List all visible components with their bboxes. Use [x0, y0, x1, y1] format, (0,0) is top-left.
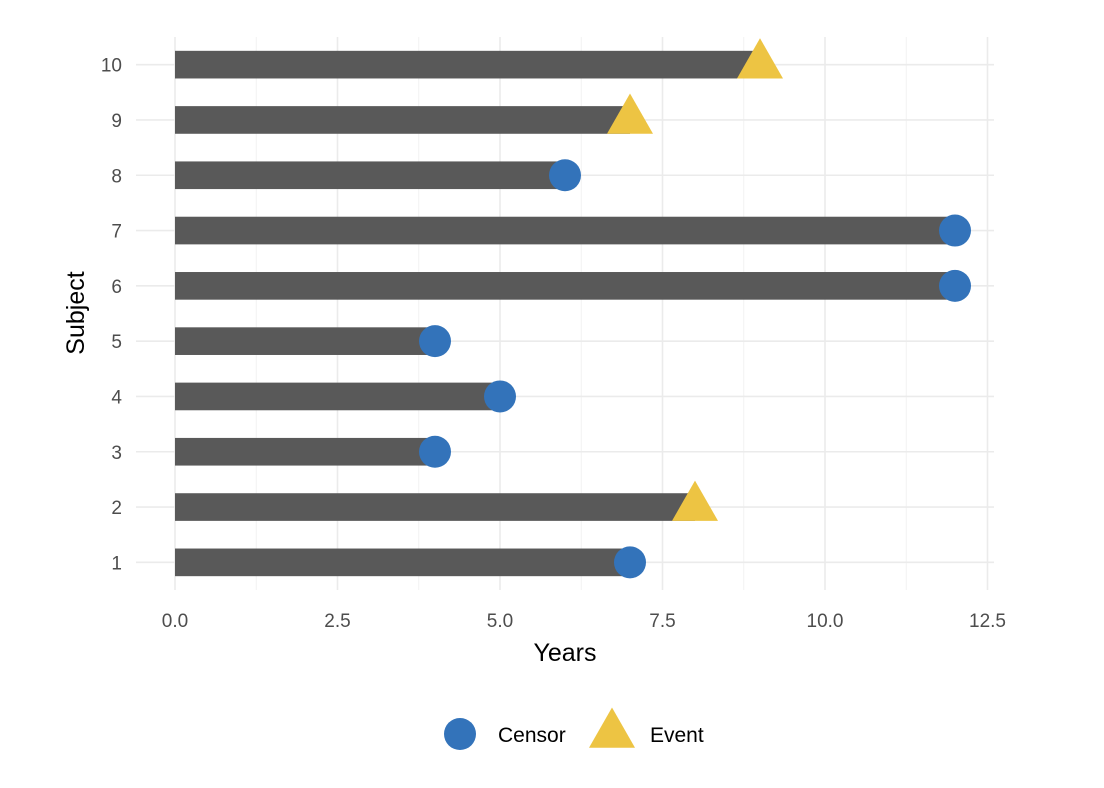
legend-censor-icon [444, 718, 476, 750]
marker-event-subject-10 [737, 38, 783, 79]
marker-censor-subject-6 [939, 269, 971, 302]
marker-censor-subject-3 [419, 435, 451, 468]
bar-subject-3 [175, 437, 435, 466]
marker-event-subject-9 [607, 93, 653, 134]
x-tick-label: 7.5 [649, 611, 675, 632]
x-tick-label: 0.0 [162, 611, 188, 632]
y-tick-label: 7 [111, 222, 122, 243]
y-axis-title: Subject [62, 271, 90, 354]
y-tick-labels: 1 2 3 4 5 6 7 8 9 10 [101, 56, 123, 575]
bars [175, 50, 955, 577]
legend-event-icon [589, 707, 635, 748]
y-tick-label: 4 [111, 387, 122, 408]
legend-event-label: Event [650, 724, 704, 747]
y-tick-label: 10 [101, 56, 122, 77]
legend: Censor Event [444, 707, 704, 750]
marker-censor-subject-1 [614, 546, 646, 579]
y-tick-label: 6 [111, 277, 122, 298]
x-tick-label: 5.0 [487, 611, 513, 632]
marker-censor-subject-8 [549, 159, 581, 192]
x-tick-label: 2.5 [324, 611, 350, 632]
y-tick-label: 1 [111, 553, 122, 574]
legend-censor-label: Censor [498, 724, 566, 747]
bar-subject-7 [175, 216, 955, 245]
bar-subject-9 [175, 106, 630, 134]
y-tick-label: 5 [111, 332, 122, 353]
bar-subject-8 [175, 161, 565, 190]
x-axis-title: Years [533, 639, 596, 667]
marker-censor-subject-4 [484, 380, 516, 413]
bar-subject-10 [175, 50, 760, 79]
markers [419, 38, 971, 579]
x-tick-labels: 0.0 2.5 5.0 7.5 10.0 12.5 [162, 611, 1006, 632]
marker-censor-subject-5 [419, 325, 451, 358]
bar-subject-4 [175, 382, 500, 411]
bar-subject-1 [175, 548, 630, 577]
y-tick-label: 9 [111, 111, 122, 132]
bar-subject-5 [175, 327, 435, 355]
bar-subject-2 [175, 493, 695, 521]
x-tick-label: 10.0 [807, 611, 844, 632]
marker-event-subject-2 [672, 480, 718, 521]
bar-subject-6 [175, 272, 955, 300]
y-tick-label: 3 [111, 443, 122, 464]
y-tick-label: 2 [111, 498, 122, 519]
y-tick-label: 8 [111, 166, 122, 187]
marker-censor-subject-7 [939, 214, 971, 247]
x-tick-label: 12.5 [969, 611, 1006, 632]
